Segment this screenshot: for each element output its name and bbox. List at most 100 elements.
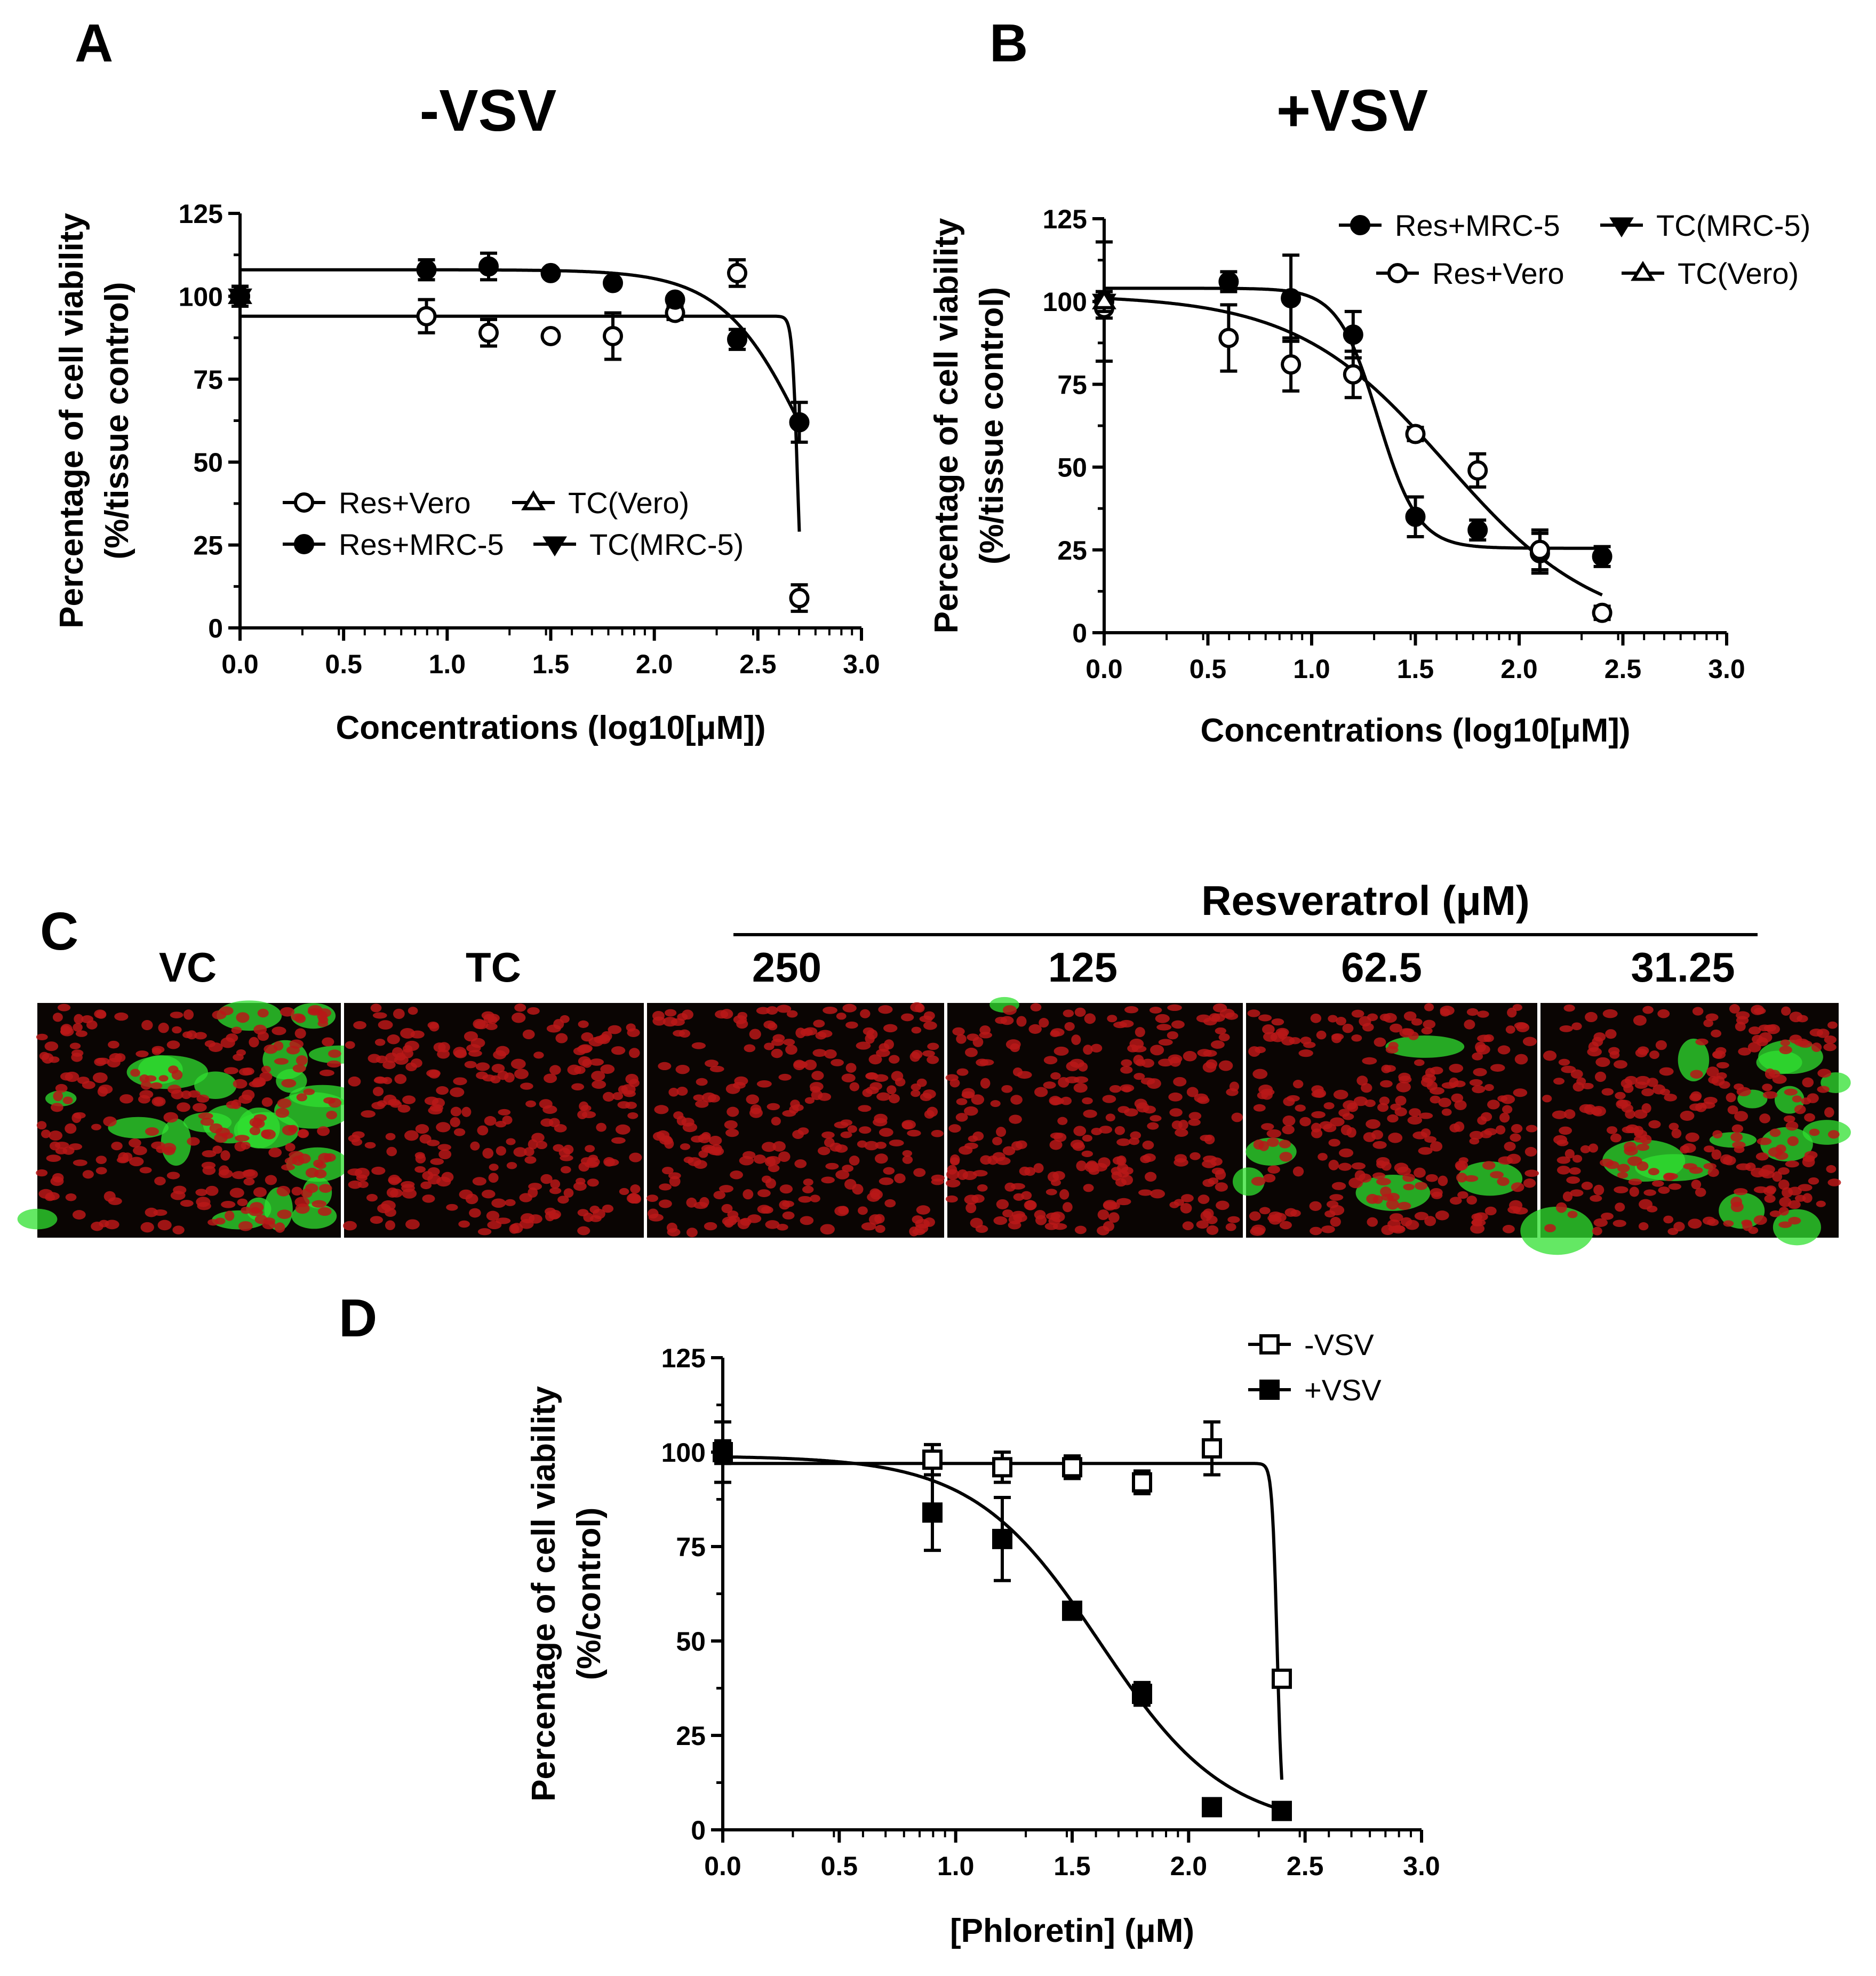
point-d-vsv: [1272, 1800, 1292, 1821]
red-nucleus-62-5: [1414, 1059, 1425, 1066]
red-nucleus-125: [1141, 1058, 1154, 1068]
red-nucleus-125: [957, 1169, 968, 1180]
red-nucleus-vc: [170, 1011, 183, 1018]
red-nucleus-tc: [591, 1071, 605, 1081]
red-nucleus-250: [682, 1009, 693, 1020]
red-nucleus-31-25: [1827, 1021, 1838, 1029]
red-nucleus-tc: [502, 1116, 513, 1125]
red-nucleus-250: [736, 1019, 748, 1029]
red-nucleus-tc: [356, 1174, 368, 1182]
col-label-125: 125: [1048, 944, 1117, 991]
red-nucleus-tc: [589, 1058, 604, 1066]
point-d-vsv: [713, 1442, 733, 1462]
red-nucleus-31-25: [1827, 1178, 1841, 1186]
red-nucleus-tc: [353, 1021, 366, 1030]
red-nucleus-250: [920, 1093, 932, 1101]
red-nucleus-125: [1190, 1152, 1201, 1160]
red-nucleus-31-25: [1711, 1029, 1722, 1038]
red-nucleus-250: [884, 1199, 896, 1208]
x-tick-label-b-0: 0.0: [1085, 654, 1123, 684]
red-nucleus-250: [883, 1167, 895, 1175]
red-nucleus-tc: [563, 1188, 574, 1198]
red-nucleus-62-5: [1430, 1141, 1443, 1152]
red-nucleus-125: [1196, 1220, 1209, 1229]
green-cell-vc: [17, 1208, 58, 1230]
red-nucleus-62-5: [1513, 1088, 1528, 1097]
legend-label-a-tc-vero: TC(Vero): [568, 486, 689, 520]
red-nucleus-125: [971, 1094, 985, 1105]
x-tick-label-b-3: 1.5: [1397, 654, 1434, 684]
red-nucleus-125: [1082, 1135, 1092, 1142]
red-nucleus-vc: [280, 1007, 295, 1017]
red-nucleus-31-25: [1593, 1184, 1604, 1196]
red-nucleus-tc: [563, 1144, 574, 1154]
red-nucleus-250: [680, 1143, 691, 1150]
red-nucleus-250: [730, 1170, 743, 1180]
red-nucleus-62-5: [1400, 1217, 1412, 1226]
red-nucleus-62-5: [1376, 1177, 1391, 1186]
red-nucleus-31-25: [1593, 1032, 1606, 1042]
red-nucleus-250: [810, 1194, 820, 1202]
red-nucleus-31-25: [1778, 1221, 1792, 1228]
red-nucleus-125: [945, 1195, 958, 1203]
red-nucleus-31-25: [1556, 1166, 1570, 1175]
green-cell-62-5: [1233, 1167, 1265, 1196]
micrograph-62-5: [1233, 1003, 1539, 1238]
red-nucleus-250: [771, 1117, 781, 1126]
red-nucleus-62-5: [1331, 1033, 1344, 1040]
red-nucleus-vc: [95, 1167, 107, 1175]
point-d-vsv: [922, 1502, 943, 1523]
red-nucleus-250: [889, 1140, 904, 1146]
red-nucleus-vc: [212, 1145, 222, 1154]
red-nucleus-125: [1210, 1157, 1223, 1166]
red-nucleus-31-25: [1792, 1095, 1802, 1103]
red-nucleus-62-5: [1386, 1199, 1399, 1210]
red-nucleus-tc: [550, 1179, 561, 1189]
red-nucleus-tc: [415, 1154, 426, 1164]
red-nucleus-vc: [319, 1070, 334, 1077]
red-nucleus-62-5: [1499, 1112, 1510, 1123]
y-tick-label-b-3: 75: [1057, 370, 1087, 400]
red-nucleus-125: [1065, 1076, 1080, 1083]
red-nucleus-250: [813, 1019, 825, 1028]
point-b-res-vero: [1467, 460, 1488, 481]
y-tick-label-d-2: 50: [676, 1627, 706, 1656]
red-nucleus-31-25: [1544, 1224, 1556, 1232]
point-b-res-mrc-5: [1218, 271, 1239, 292]
red-nucleus-125: [971, 1194, 985, 1203]
red-nucleus-vc: [253, 1024, 267, 1035]
legend-label-d-vsv: -VSV: [1304, 1328, 1374, 1361]
red-nucleus-62-5: [1473, 1068, 1487, 1077]
red-nucleus-125: [972, 1170, 988, 1177]
red-nucleus-250: [699, 1197, 709, 1207]
red-nucleus-vc: [252, 1077, 266, 1087]
red-nucleus-tc: [497, 1071, 509, 1080]
red-nucleus-125: [1182, 1221, 1194, 1230]
red-nucleus-31-25: [1762, 1091, 1778, 1099]
red-nucleus-250: [686, 1228, 698, 1238]
red-nucleus-31-25: [1634, 1081, 1648, 1089]
red-nucleus-250: [879, 1128, 893, 1137]
red-nucleus-62-5: [1253, 1104, 1266, 1112]
red-nucleus-62-5: [1497, 1045, 1511, 1055]
red-nucleus-31-25: [1556, 1140, 1569, 1146]
red-nucleus-tc: [577, 1110, 588, 1119]
red-nucleus-250: [682, 1122, 698, 1133]
red-nucleus-vc: [198, 1112, 213, 1120]
red-nucleus-125: [1083, 1045, 1093, 1055]
green-cell-62-5: [1457, 1161, 1523, 1196]
micrograph-250: [646, 1002, 945, 1238]
red-nucleus-tc: [506, 1162, 517, 1169]
red-nucleus-250: [902, 1150, 913, 1157]
red-nucleus-125: [1198, 1194, 1210, 1204]
red-nucleus-tc: [343, 1221, 357, 1231]
red-nucleus-vc: [73, 1023, 83, 1032]
point-b-res-mrc-5: [1467, 520, 1488, 540]
red-nucleus-62-5: [1260, 1088, 1275, 1096]
red-nucleus-250: [693, 1094, 705, 1101]
red-nucleus-vc: [158, 1023, 169, 1033]
red-nucleus-tc: [446, 1204, 458, 1211]
red-nucleus-62-5: [1415, 1182, 1428, 1190]
red-nucleus-250: [766, 1006, 778, 1015]
